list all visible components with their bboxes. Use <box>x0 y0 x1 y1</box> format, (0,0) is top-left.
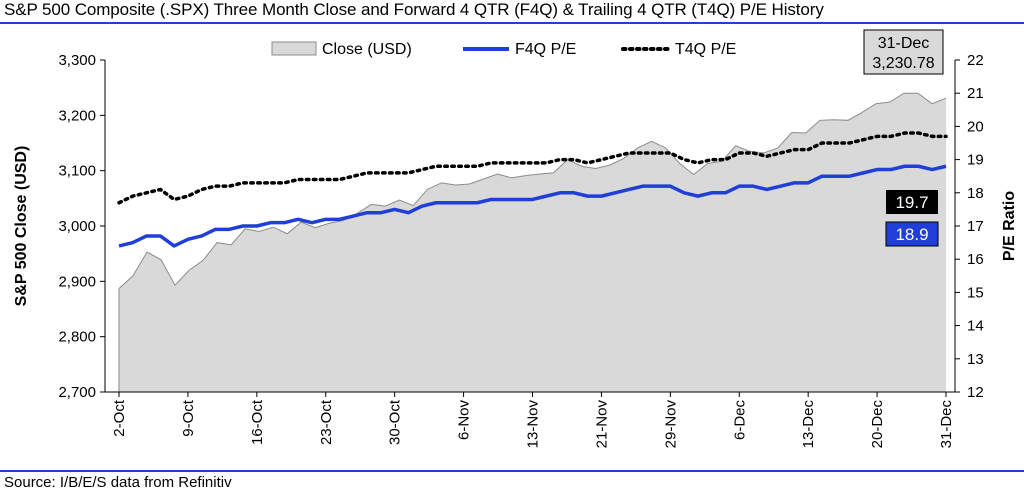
x-tick-label: 9-Oct <box>180 399 197 437</box>
x-tick-label: 6-Dec <box>731 400 748 441</box>
t4q-pe-line <box>117 131 948 205</box>
right-tick-label: 12 <box>967 384 984 401</box>
left-axis-title: S&P 500 Close (USD) <box>13 146 30 307</box>
right-tick-label: 21 <box>967 85 984 102</box>
legend: Close (USD) F4Q P/E T4Q P/E <box>271 41 736 58</box>
legend-swatch-close <box>271 41 317 56</box>
right-tick-label: 20 <box>967 118 984 135</box>
axes-layer <box>100 59 960 397</box>
x-tick-label: 16-Oct <box>249 399 266 445</box>
right-tick-label: 22 <box>967 52 984 69</box>
right-tick-label: 14 <box>967 318 984 335</box>
legend-label-close: Close (USD) <box>322 41 412 58</box>
close-area-layer <box>118 92 947 392</box>
callout-date: 31-Dec <box>878 35 930 52</box>
f4q-pe-line <box>118 164 947 248</box>
right-axis-title: P/E Ratio <box>1001 191 1018 261</box>
callout-value: 3,230.78 <box>872 55 934 72</box>
x-tick-label: 13-Nov <box>525 400 542 449</box>
x-tick-label: 13-Dec <box>800 400 817 449</box>
x-tick-label: 20-Dec <box>869 400 886 449</box>
close-area-fill <box>119 93 946 392</box>
right-tick-label: 17 <box>967 218 984 235</box>
top-rule <box>0 22 1024 24</box>
legend-label-f4q: F4Q P/E <box>515 41 576 58</box>
last-close-callout: 31-Dec 3,230.78 <box>863 29 944 75</box>
left-tick-label: 3,300 <box>58 52 96 69</box>
t4q-last-value-box <box>886 190 938 214</box>
f4q-last-value-text: 18.9 <box>895 225 928 244</box>
left-tick-label: 3,200 <box>58 107 96 124</box>
x-tick-label: 2-Oct <box>111 399 128 437</box>
right-tick-label: 19 <box>967 152 984 169</box>
legend-label-t4q: T4Q P/E <box>675 41 736 58</box>
x-tick-label: 31-Dec <box>938 400 955 449</box>
pe-lines-layer <box>117 131 948 248</box>
t4q-last-value-text: 19.7 <box>895 193 928 212</box>
close-area-outline <box>118 92 947 289</box>
bottom-rule <box>0 470 1024 472</box>
f4q-last-value-label: 18.9 <box>885 221 939 247</box>
x-tick-label: 30-Oct <box>387 399 404 445</box>
left-tick-label: 3,100 <box>58 163 96 180</box>
left-tick-label: 2,800 <box>58 329 96 346</box>
right-tick-label: 18 <box>967 185 984 202</box>
chart-title: S&P 500 Composite (.SPX) Three Month Clo… <box>4 0 824 19</box>
left-tick-label: 2,900 <box>58 273 96 290</box>
left-tick-label: 2,700 <box>58 384 96 401</box>
t4q-last-value-label: 19.7 <box>886 190 938 214</box>
source-note: Source: I/B/E/S data from Refinitiv <box>4 474 232 491</box>
callout-box <box>863 29 944 75</box>
x-tick-label: 21-Nov <box>593 400 610 449</box>
left-tick-label: 3,000 <box>58 218 96 235</box>
right-tick-label: 13 <box>967 351 984 368</box>
tick-labels-layer: 2,700 2,800 2,900 3,000 3,100 3,200 3,300 12 13 1… <box>58 52 983 448</box>
f4q-last-value-box <box>885 221 939 247</box>
x-tick-label: 6-Nov <box>456 400 473 441</box>
x-tick-label: 29-Nov <box>662 400 679 449</box>
x-tick-label: 23-Oct <box>318 399 335 445</box>
right-tick-label: 16 <box>967 251 984 268</box>
right-tick-label: 15 <box>967 284 984 301</box>
